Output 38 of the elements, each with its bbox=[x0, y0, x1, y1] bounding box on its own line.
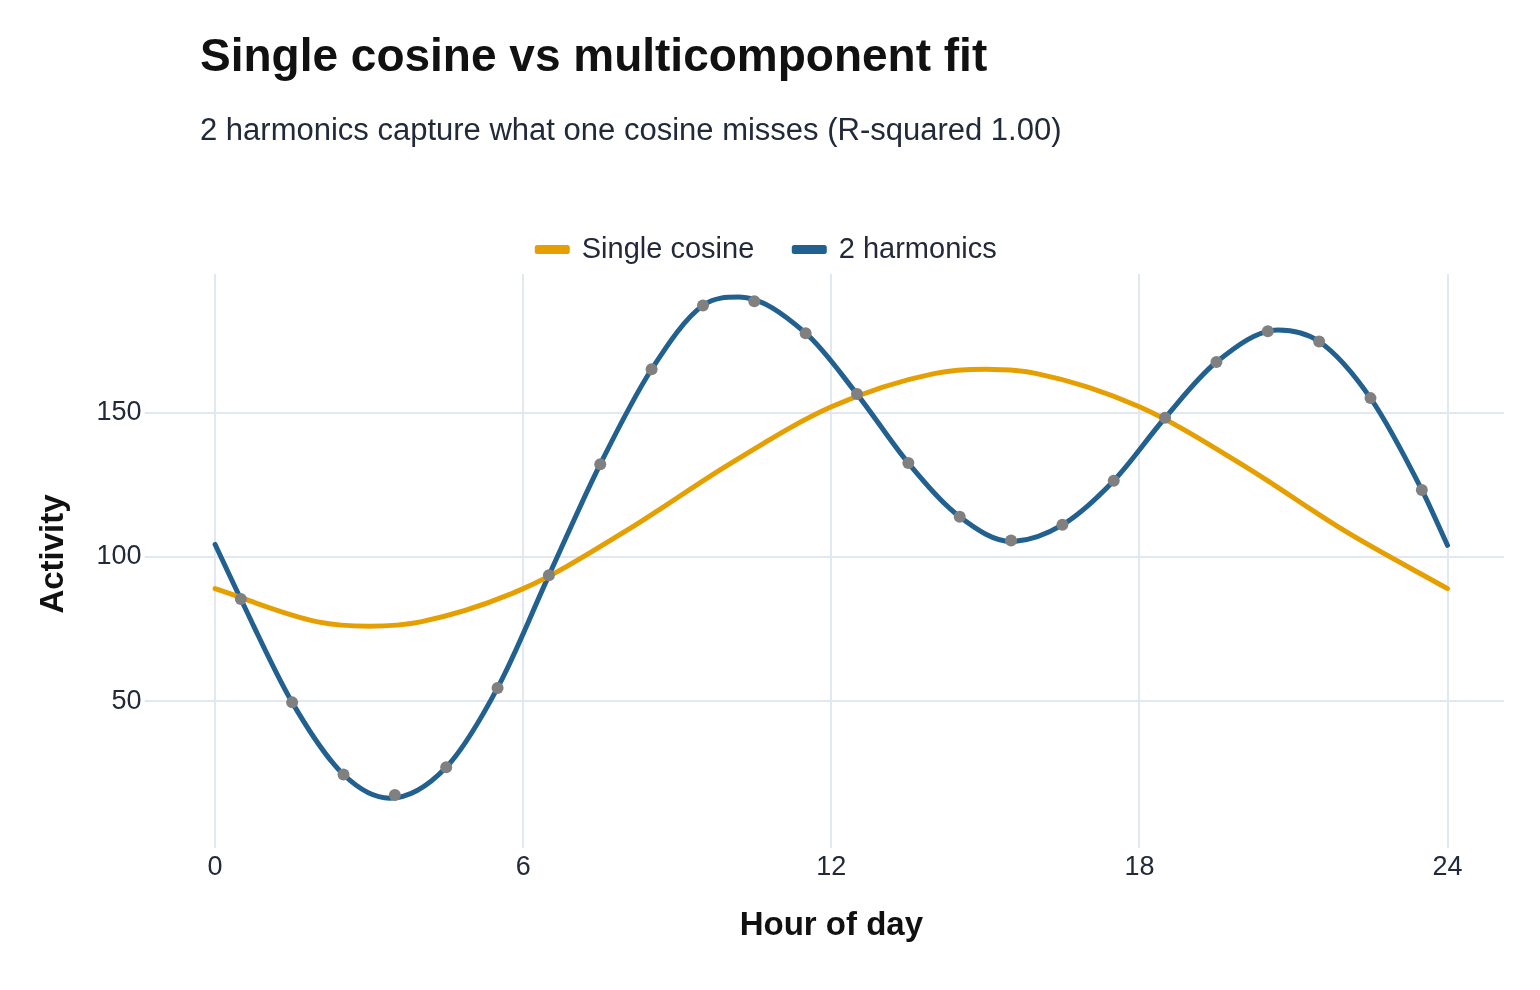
point bbox=[491, 681, 504, 694]
point bbox=[234, 593, 247, 606]
point bbox=[542, 569, 555, 582]
x-tick-label: 24 bbox=[1432, 850, 1463, 881]
point bbox=[594, 458, 607, 471]
point bbox=[1364, 392, 1377, 405]
x-tick-label: 18 bbox=[1124, 850, 1155, 881]
point bbox=[902, 457, 915, 470]
y-tick-label: 100 bbox=[96, 540, 142, 571]
point bbox=[440, 761, 453, 774]
x-tick-label: 0 bbox=[207, 850, 223, 881]
legend-label: Single cosine bbox=[581, 231, 755, 264]
x-axis-title: Hour of day bbox=[739, 905, 924, 943]
point bbox=[799, 327, 812, 340]
point bbox=[1159, 411, 1172, 424]
y-tick-label: 50 bbox=[111, 684, 142, 715]
point bbox=[696, 299, 709, 312]
point bbox=[645, 363, 658, 376]
point bbox=[1313, 335, 1326, 348]
point bbox=[748, 295, 761, 308]
chart-title: Single cosine vs multicomponent fit bbox=[200, 28, 988, 82]
point bbox=[1415, 483, 1428, 496]
point bbox=[851, 388, 863, 401]
y-axis-title: Activity bbox=[32, 493, 70, 614]
point bbox=[1107, 474, 1120, 487]
legend-label: 2 harmonics bbox=[838, 231, 997, 264]
y-tick-label: 150 bbox=[96, 396, 142, 427]
point bbox=[1005, 534, 1018, 547]
x-tick-label: 12 bbox=[816, 850, 847, 881]
point bbox=[1261, 325, 1274, 338]
point bbox=[1056, 518, 1069, 531]
point bbox=[953, 510, 966, 523]
point bbox=[1210, 356, 1223, 369]
point bbox=[337, 768, 350, 781]
x-tick-label: 6 bbox=[515, 850, 531, 881]
chart-subtitle: 2 harmonics capture what one cosine misses (R-squared 1.00) bbox=[200, 112, 1062, 148]
point bbox=[286, 696, 299, 709]
point bbox=[388, 789, 401, 802]
